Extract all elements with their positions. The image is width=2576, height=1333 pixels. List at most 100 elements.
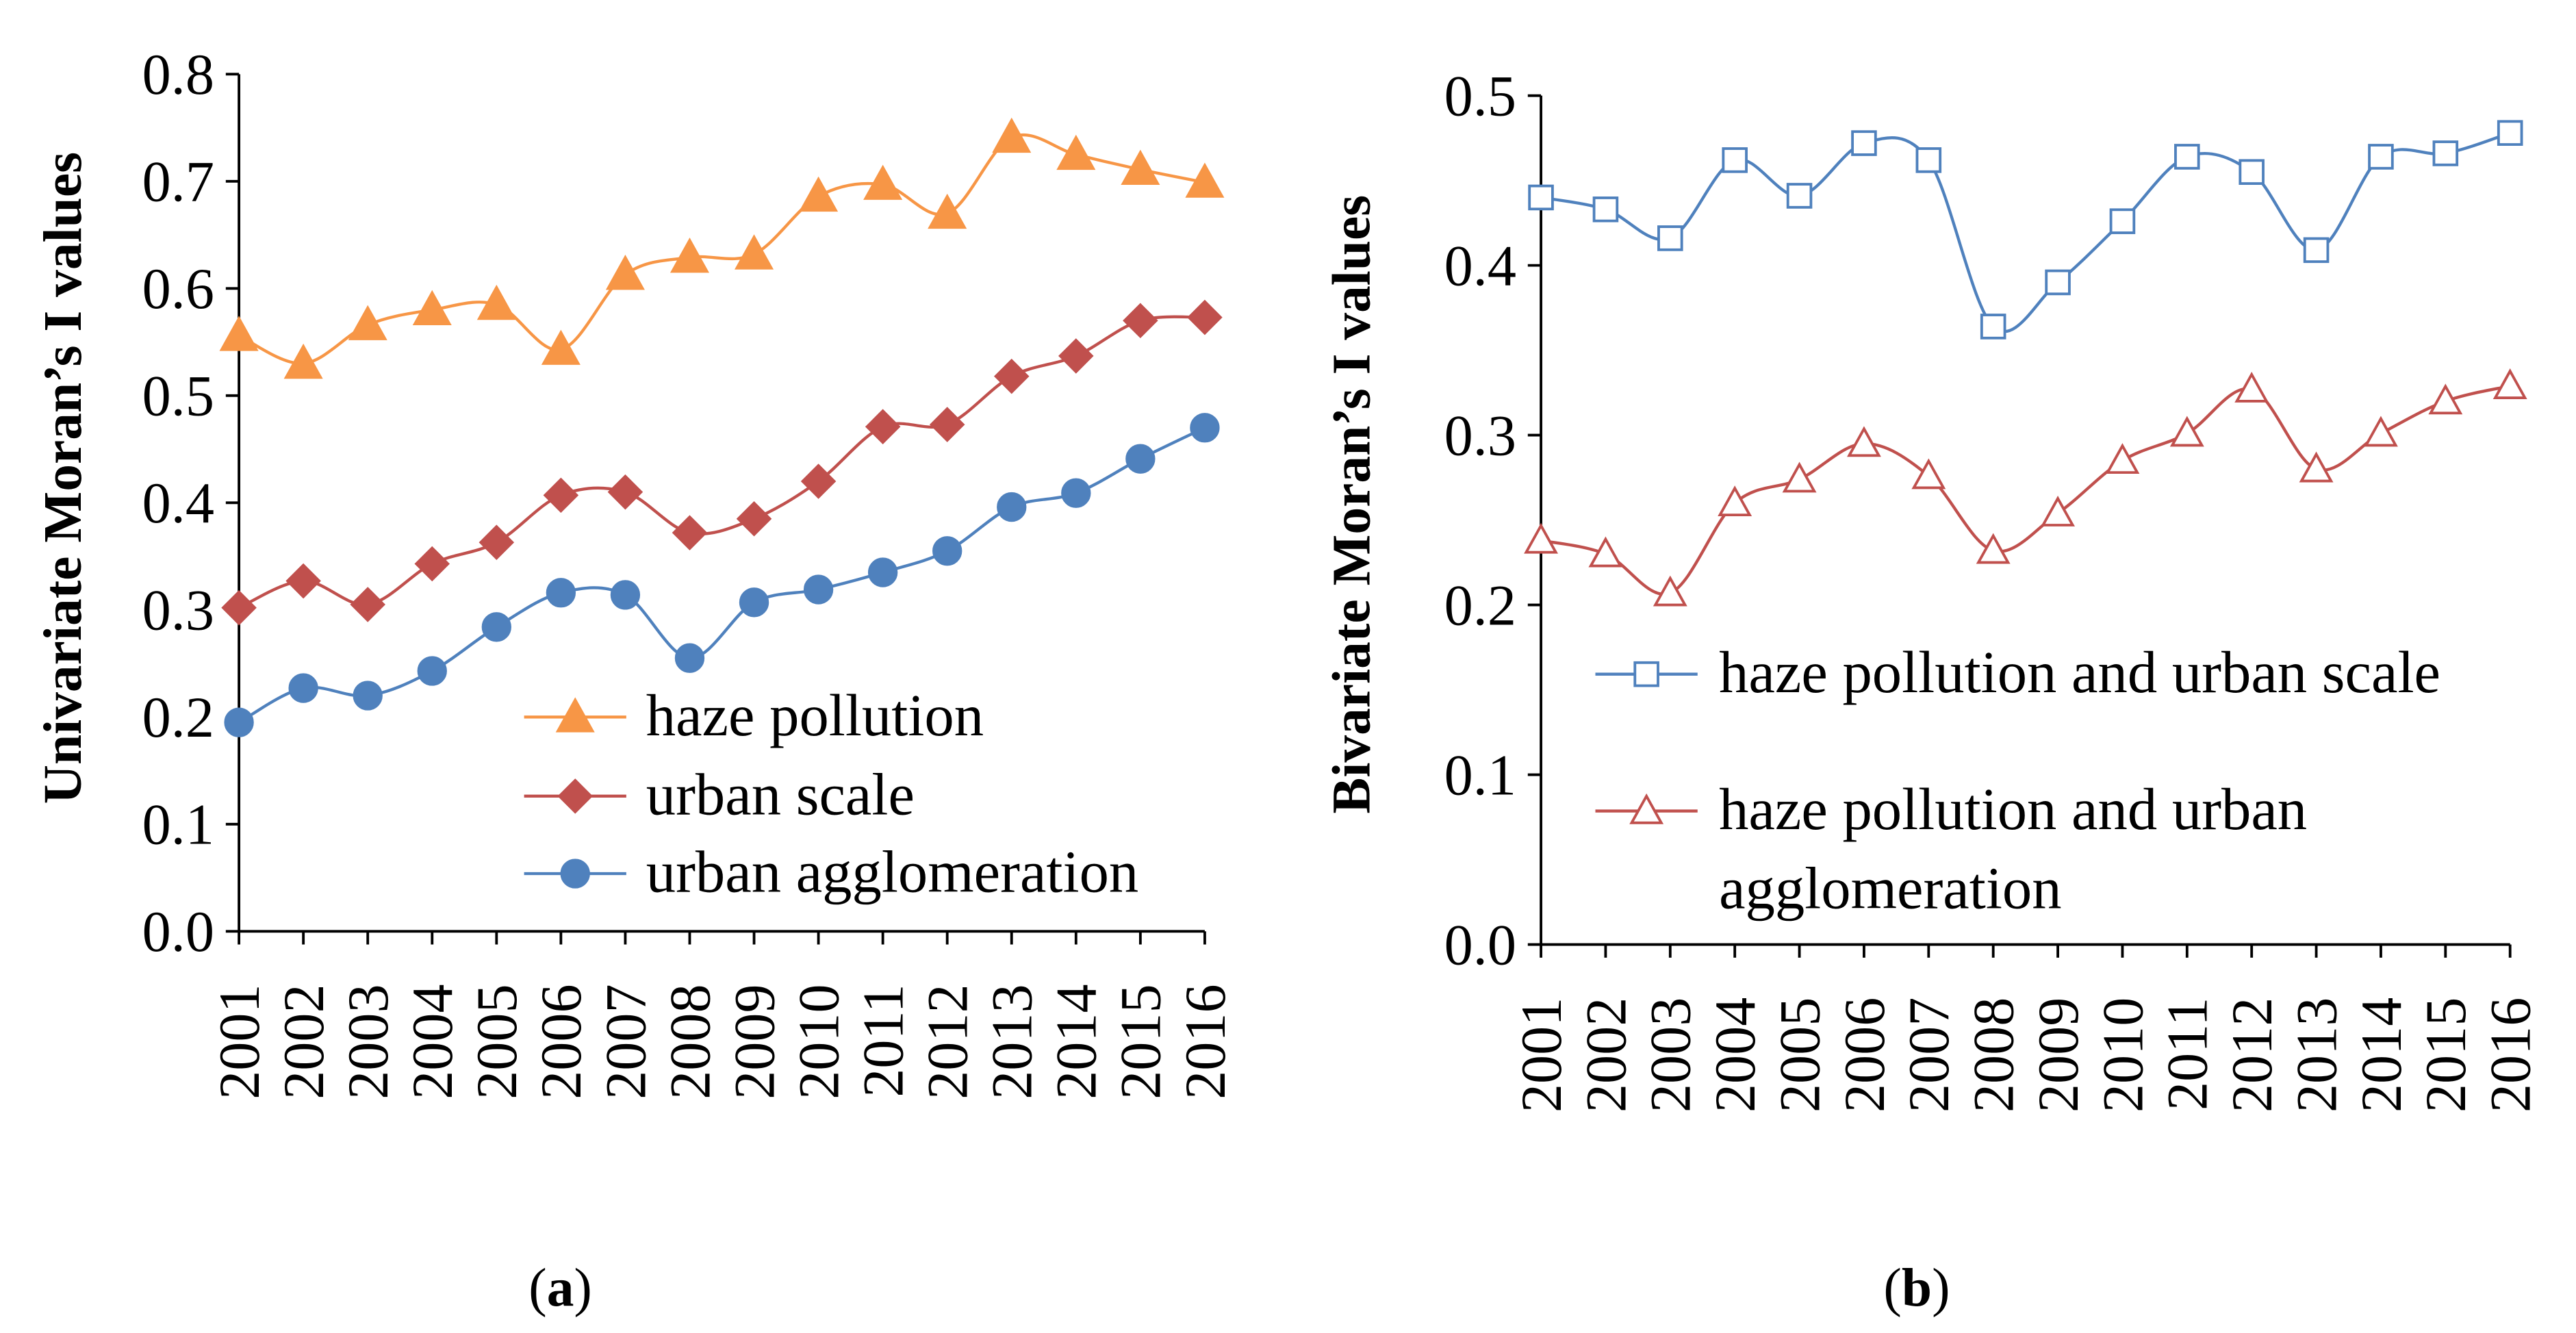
legend-label: urban agglomeration: [646, 839, 1138, 904]
legend-label: haze pollution and urban scale: [1719, 639, 2440, 705]
y-tick-label: 0.3: [142, 579, 214, 643]
series-line: [1540, 131, 2511, 333]
data-point-2007: [1915, 147, 1942, 173]
data-point-2001: [221, 589, 257, 626]
x-tick-label: 2016: [2479, 998, 2543, 1113]
data-point-2011: [863, 164, 903, 200]
data-point-2013: [2303, 237, 2330, 264]
legend-entry-urban-scale: urban scale: [524, 761, 915, 827]
data-point-2012: [929, 407, 965, 442]
data-point-2015: [1121, 149, 1160, 186]
x-tick-label: 2012: [2221, 998, 2284, 1113]
data-point-2013: [2299, 451, 2334, 483]
y-tick-label: 0.2: [1444, 574, 1516, 637]
series-line: [238, 133, 1206, 366]
data-point-2016: [1187, 299, 1223, 335]
data-point-2011: [2169, 416, 2204, 447]
data-point-2006: [1846, 426, 1881, 457]
series-line: [238, 315, 1206, 609]
x-tick-label: 2015: [1110, 984, 1173, 1099]
data-point-2012: [2239, 159, 2265, 186]
data-point-2001: [1524, 522, 1559, 554]
data-point-2011: [865, 409, 901, 444]
series-urban-agglomeration: [224, 413, 1220, 737]
series-haze-pollution-and-urban-agglomeration: [1524, 368, 2527, 607]
legend-entry-haze-pollution: haze pollution: [524, 683, 984, 748]
legend-marker: [557, 778, 594, 814]
panel-caption-a: (a): [528, 1258, 592, 1318]
x-tick-label: 2008: [1963, 998, 2026, 1113]
data-point-2008: [674, 643, 705, 673]
chart-panel-a: Univariate Moran’s I values 0.0 0.1 0.2 0.3…: [33, 43, 1238, 1100]
series-line: [238, 426, 1206, 724]
data-point-2009: [2041, 496, 2076, 526]
y-tick-label: 0.1: [1444, 744, 1516, 807]
data-point-2006: [546, 578, 576, 608]
x-tick-label: 2004: [401, 984, 465, 1099]
data-point-2008: [672, 515, 708, 550]
y-tick-label: 0.5: [142, 365, 214, 429]
y-tick-label: 0.3: [1444, 404, 1516, 468]
data-point-2004: [414, 546, 450, 582]
data-point-2007: [610, 580, 641, 610]
data-point-2010: [2109, 208, 2136, 234]
chart-panel-b: Bivariate Moran’s I values 0.0 0.1 0.2 0.3 0…: [1322, 65, 2543, 1113]
data-point-2008: [669, 237, 710, 273]
legend-marker: [560, 859, 590, 889]
data-point-2014: [1056, 134, 1096, 170]
x-tick-label: 2001: [208, 984, 272, 1099]
data-point-2012: [2234, 372, 2269, 403]
legend-marker: [555, 697, 595, 733]
data-point-2010: [799, 176, 839, 212]
x-tick-label: 2001: [1510, 998, 1574, 1113]
x-tick-label: 2003: [337, 984, 400, 1099]
legend-label: urban scale: [646, 761, 915, 827]
series-haze-pollution: [219, 117, 1225, 379]
data-point-2013: [993, 358, 1030, 394]
caption-letter: b: [1902, 1258, 1932, 1318]
data-point-2012: [928, 193, 967, 229]
data-point-2014: [2368, 144, 2394, 170]
data-point-2016: [2492, 368, 2527, 399]
x-tick-label: 2009: [723, 984, 787, 1099]
x-tick-label: 2013: [2285, 998, 2349, 1113]
data-point-2015: [1125, 444, 1156, 474]
data-point-2009: [735, 234, 774, 270]
data-point-2001: [1528, 184, 1554, 211]
y-tick-label: 0.6: [142, 257, 214, 321]
x-tick-label: 2007: [594, 984, 658, 1099]
data-point-2013: [992, 117, 1032, 153]
data-point-2005: [1786, 183, 1813, 209]
data-point-2015: [2432, 140, 2459, 166]
data-point-2006: [1851, 130, 1877, 156]
y-tick-label: 0.7: [142, 151, 214, 214]
y-axis-title: Bivariate Moran’s I values: [1322, 195, 1382, 814]
x-tick-label: 2009: [2027, 998, 2091, 1113]
x-tick-label: 2008: [659, 984, 722, 1099]
x-tick-label: 2002: [1574, 998, 1638, 1113]
data-point-2002: [1588, 536, 1623, 568]
data-point-2007: [1911, 458, 1946, 490]
x-tick-label: 2005: [466, 984, 529, 1099]
data-point-2005: [481, 612, 511, 642]
x-tick-label: 2015: [2414, 998, 2478, 1113]
data-point-2014: [1058, 338, 1094, 374]
data-point-2007: [605, 255, 645, 290]
data-point-2008: [1976, 533, 2011, 564]
panel-caption-b: (b): [1883, 1258, 1950, 1318]
data-point-2004: [412, 290, 452, 326]
x-tick-label: 2006: [530, 984, 594, 1099]
x-tick-label: 2011: [852, 984, 916, 1097]
data-point-2002: [1592, 196, 1619, 223]
x-tick-label: 2014: [1045, 984, 1109, 1099]
data-point-2003: [350, 587, 385, 622]
data-point-2002: [283, 343, 323, 379]
legend-marker: [1629, 793, 1664, 824]
legend-entry-haze-pollution-and-urban-scale: haze pollution and urban scale: [1595, 639, 2440, 705]
legend-marker: [1633, 661, 1659, 687]
data-point-2011: [2174, 144, 2200, 170]
data-point-2003: [1657, 225, 1683, 251]
y-tick-label: 0.4: [1444, 235, 1516, 299]
x-tick-label: 2007: [1898, 998, 1961, 1113]
